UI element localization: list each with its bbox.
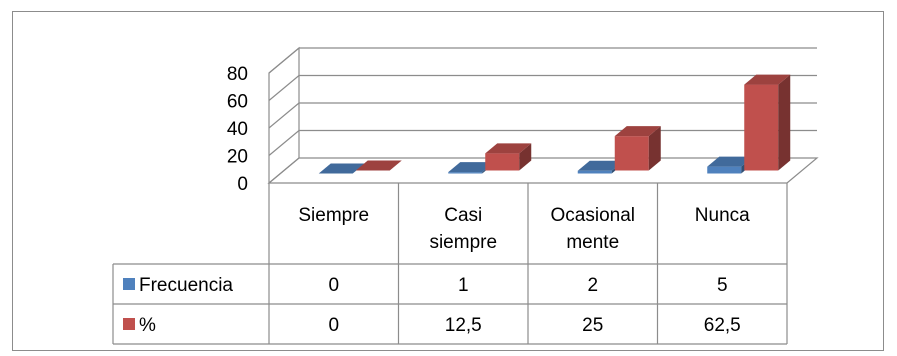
bar-side — [778, 74, 791, 171]
legend-swatch — [123, 278, 135, 290]
category-label: siempre — [429, 232, 497, 253]
y-tick-label: 40 — [227, 119, 248, 140]
category-label: mente — [566, 232, 619, 253]
bar-top — [707, 156, 754, 167]
bar-frecuencia-0 — [318, 163, 365, 174]
bar-top — [355, 160, 402, 171]
category-label: Casi — [444, 205, 482, 226]
table-cell-value: 1 — [458, 275, 469, 296]
bar-top — [744, 74, 791, 85]
y-axis-ticks: 0 20 40 60 80 — [227, 64, 248, 195]
table-cell-value: 25 — [582, 315, 603, 336]
legend-swatch — [123, 318, 135, 330]
bar-porcentaje-3 — [744, 74, 791, 171]
category-label: Ocasional — [551, 205, 636, 226]
table-cell-value: 0 — [328, 275, 339, 296]
table-cell-value: 5 — [717, 275, 728, 296]
data-table: Siempre Casi siempre Ocasional mente Nunca Fre… — [112, 183, 788, 345]
table-cell-value: 0 — [328, 315, 339, 336]
bar-porcentaje-1 — [485, 143, 532, 171]
chart-frame — [12, 11, 884, 351]
y-tick-label: 60 — [227, 92, 248, 113]
floor — [267, 157, 819, 184]
bars — [318, 74, 791, 174]
bar-top — [448, 162, 495, 173]
bar-top — [485, 143, 532, 154]
bar-front — [707, 166, 742, 174]
bar-side — [648, 126, 661, 171]
bar-top — [577, 160, 624, 171]
category-label: Nunca — [695, 205, 750, 226]
y-tick-label: 20 — [227, 147, 248, 168]
bar-front — [577, 170, 612, 174]
bar-porcentaje-2 — [614, 126, 661, 171]
bar-front — [744, 84, 779, 171]
bar-top — [614, 126, 661, 137]
legend-label: % — [139, 315, 156, 336]
gridline — [268, 102, 817, 129]
table-cell-value: 2 — [587, 275, 598, 296]
y-tick-label: 0 — [237, 174, 248, 195]
gridline — [268, 74, 817, 101]
bar-front — [448, 172, 483, 174]
gridline — [268, 129, 817, 156]
bar-top — [318, 163, 365, 174]
y-tick-label: 80 — [227, 64, 248, 85]
gridline — [268, 47, 817, 74]
legend-label: Frecuencia — [139, 275, 233, 296]
bar-front — [485, 153, 520, 171]
category-label: Siempre — [298, 205, 369, 226]
table-cell-value: 12,5 — [445, 315, 482, 336]
bar-side — [519, 143, 532, 171]
table-cell-value: 62,5 — [704, 315, 741, 336]
bar-porcentaje-0 — [355, 160, 402, 171]
gridlines — [268, 47, 817, 156]
bar-front — [614, 136, 649, 171]
